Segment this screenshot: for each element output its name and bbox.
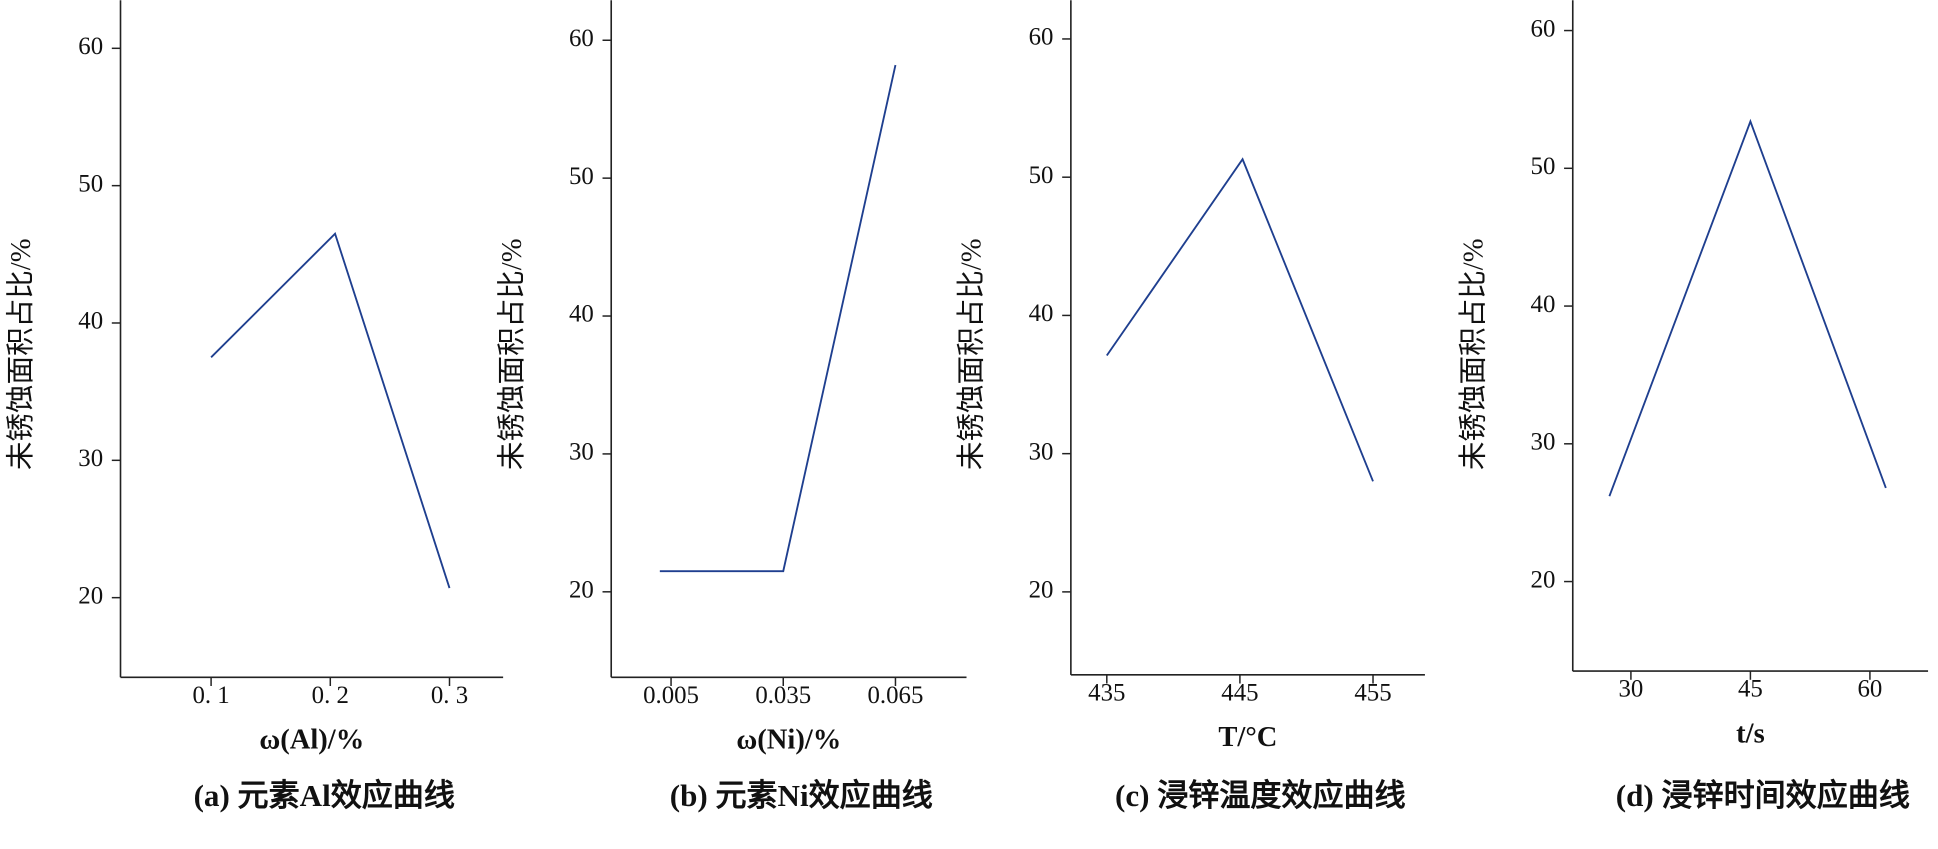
caption: (b) 元素Ni效应曲线 (670, 778, 933, 813)
y-tick-label: 50 (1029, 162, 1054, 189)
x-tick-label: 0.065 (868, 682, 924, 709)
x-tick-label: 45 (1738, 676, 1763, 703)
y-tick-label: 50 (1531, 153, 1556, 180)
caption: (a) 元素Al效应曲线 (194, 778, 455, 813)
x-tick-label: 0. 2 (312, 682, 349, 709)
x-tick-label: 60 (1857, 676, 1882, 703)
x-tick-label: 0.005 (643, 682, 699, 709)
y-tick-label: 60 (569, 25, 594, 52)
x-tick-label: 0.035 (755, 682, 811, 709)
y-tick-label: 30 (78, 445, 103, 472)
y-axis-label: 未锈蚀面积占比/% (956, 238, 988, 470)
line (1608, 118, 1887, 497)
y-tick-label: 20 (569, 577, 594, 604)
y-tick-label: 40 (78, 308, 103, 335)
x-tick-label: 0. 3 (431, 682, 468, 709)
y-axis-label: 未锈蚀面积占比/% (5, 238, 37, 470)
y-axis-label: 未锈蚀面积占比/% (496, 238, 528, 470)
y-tick-label: 50 (569, 163, 594, 190)
y-tick-label: 20 (78, 582, 103, 609)
line (659, 64, 897, 573)
caption: (c) 浸锌温度效应曲线 (1115, 778, 1406, 813)
y-tick-label: 30 (569, 439, 594, 466)
x-axis-label: t/s (1736, 718, 1765, 749)
x-tick-label: 455 (1354, 679, 1391, 706)
y-tick-label: 50 (78, 170, 103, 197)
y-tick-label: 20 (1029, 577, 1054, 604)
y-tick-label: 60 (78, 33, 103, 60)
x-tick-label: 435 (1088, 679, 1125, 706)
x-axis-label: T/°C (1218, 722, 1277, 753)
y-tick-label: 40 (1531, 291, 1556, 318)
x-axis-label: ω(Ni)/% (736, 724, 841, 755)
x-tick-label: 0. 1 (192, 682, 229, 709)
y-axis-label: 未锈蚀面积占比/% (1457, 238, 1489, 470)
x-tick-label: 445 (1221, 679, 1258, 706)
line (210, 231, 451, 589)
y-tick-label: 60 (1029, 24, 1054, 51)
y-tick-label: 20 (1531, 566, 1556, 593)
y-tick-label: 40 (569, 301, 594, 328)
x-tick-label: 30 (1619, 676, 1644, 703)
y-tick-label: 40 (1029, 300, 1054, 327)
y-tick-label: 30 (1531, 429, 1556, 456)
y-tick-label: 60 (1531, 15, 1556, 42)
y-tick-label: 30 (1029, 438, 1054, 465)
caption: (d) 浸锌时间效应曲线 (1616, 778, 1910, 813)
x-axis-label: ω(Al)/% (259, 724, 364, 755)
line (1106, 157, 1374, 482)
